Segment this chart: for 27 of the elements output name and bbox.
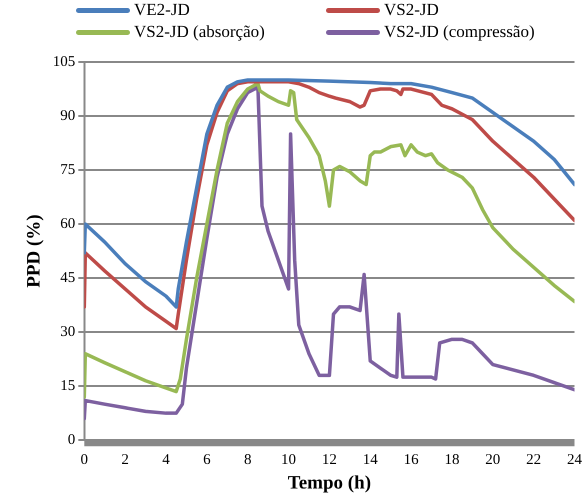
- x-axis-title: Tempo (h): [288, 472, 372, 494]
- y-tick-label: 30: [60, 324, 76, 340]
- x-tick-label: 0: [80, 452, 88, 468]
- y-tick-label: 75: [60, 162, 76, 178]
- x-tick-label: 20: [485, 452, 500, 468]
- x-tick-label: 2: [121, 452, 129, 468]
- legend-label: VS2-JD (absorção): [134, 22, 265, 42]
- y-tick-label: 60: [60, 216, 76, 232]
- x-tick-label: 10: [281, 452, 296, 468]
- legend-label: VS2-JD: [384, 0, 439, 20]
- x-tick-label: 24: [567, 452, 582, 468]
- y-tick-label: 45: [60, 270, 76, 286]
- x-tick-label: 16: [404, 452, 420, 468]
- x-tick-label: 6: [203, 452, 212, 468]
- x-tick-label: 18: [444, 452, 460, 468]
- x-tick-label: 12: [322, 452, 337, 468]
- y-axis-title: PPD (%): [23, 214, 44, 288]
- y-tick-label: 15: [60, 378, 76, 394]
- x-tick-label: 22: [526, 452, 542, 468]
- x-tick-label: 14: [362, 452, 378, 468]
- x-tick-label: 8: [244, 452, 252, 468]
- y-tick-label: 0: [68, 432, 76, 448]
- y-tick-label: 105: [52, 54, 76, 70]
- y-tick-label: 90: [60, 108, 76, 124]
- x-tick-label: 4: [162, 452, 170, 468]
- legend-label: VE2-JD: [134, 0, 190, 20]
- legend-label: VS2-JD (compressão): [384, 22, 535, 42]
